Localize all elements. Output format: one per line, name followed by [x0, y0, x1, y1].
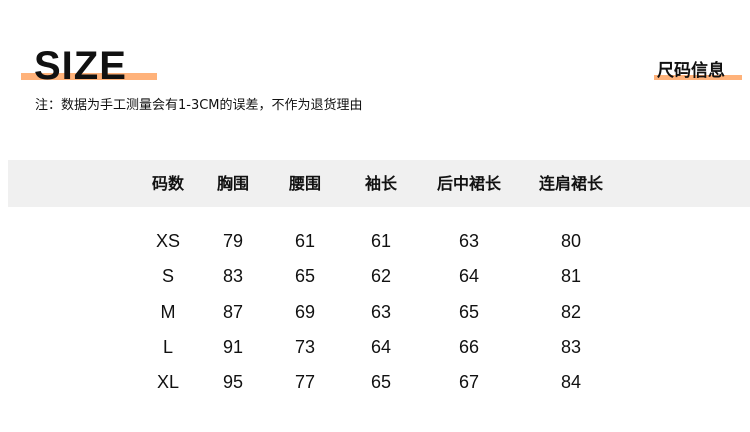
table-cell: 62 — [370, 266, 392, 286]
section-title-underline — [654, 75, 742, 80]
column-header: 腰围 — [288, 174, 322, 193]
table-cell: 65 — [458, 302, 480, 322]
table-cell: 65 — [370, 372, 392, 392]
section-title: 尺码信息 — [657, 61, 725, 81]
table-cell: 84 — [560, 372, 582, 392]
table-cell: S — [161, 266, 175, 286]
table-cell: 63 — [458, 231, 480, 251]
table-header — [8, 160, 750, 207]
table-cell: 95 — [222, 372, 244, 392]
table-cell: 87 — [222, 302, 244, 322]
page-title: SIZE — [34, 44, 127, 88]
table-cell: 83 — [560, 337, 582, 357]
table-cell: 64 — [458, 266, 480, 286]
column-header: 后中裙长 — [436, 174, 502, 193]
table-cell: M — [160, 302, 176, 322]
table-cell: 64 — [370, 337, 392, 357]
table-cell: XS — [155, 231, 181, 251]
table-cell: 69 — [294, 302, 316, 322]
column-header: 袖长 — [364, 174, 398, 193]
table-cell: 66 — [458, 337, 480, 357]
table-cell: 79 — [222, 231, 244, 251]
table-cell: L — [162, 337, 174, 357]
table-cell: 82 — [560, 302, 582, 322]
table-cell: 81 — [560, 266, 582, 286]
table-cell: 65 — [294, 266, 316, 286]
table-cell: 67 — [458, 372, 480, 392]
column-header: 连肩裙长 — [538, 174, 604, 193]
column-header: 码数 — [151, 174, 185, 193]
table-cell: 73 — [294, 337, 316, 357]
measurement-note: 注：数据为手工测量会有1-3CM的误差，不作为退货理由 — [35, 98, 363, 113]
table-cell: 77 — [294, 372, 316, 392]
table-cell: XL — [156, 372, 180, 392]
table-cell: 83 — [222, 266, 244, 286]
table-cell: 91 — [222, 337, 244, 357]
title-underline — [21, 73, 157, 80]
column-header: 胸围 — [216, 174, 250, 193]
table-cell: 63 — [370, 302, 392, 322]
table-cell: 61 — [370, 231, 392, 251]
table-cell: 80 — [560, 231, 582, 251]
table-cell: 61 — [294, 231, 316, 251]
